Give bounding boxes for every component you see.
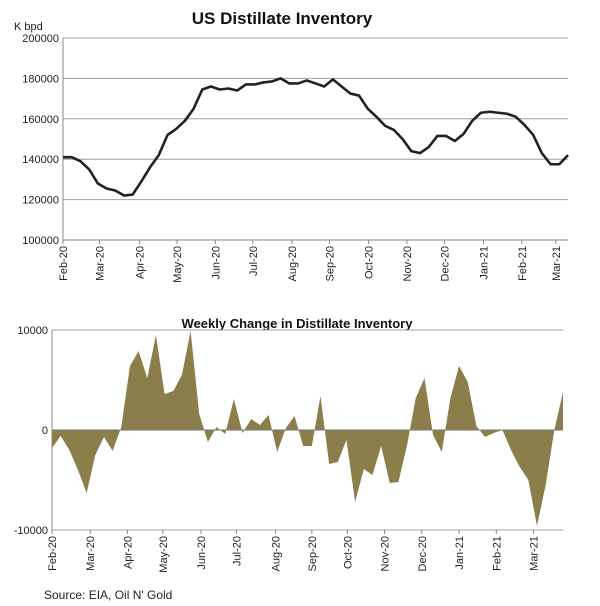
x-tick-label: Aug-20 [270, 536, 282, 571]
x-tick-label: May-20 [158, 536, 170, 573]
chart-title: US Distillate Inventory [192, 9, 373, 28]
y-axis-label: K bpd [14, 21, 43, 33]
y-tick-label: 10000 [17, 325, 48, 337]
series-line [63, 77, 569, 197]
y-tick-label: 180000 [22, 73, 59, 85]
x-tick-label: Sep-20 [307, 536, 319, 571]
y-tick-label: 140000 [22, 154, 59, 166]
area-fill [52, 331, 563, 526]
x-tick-label: Jan-21 [454, 536, 466, 570]
x-tick-label: Oct-20 [342, 536, 354, 569]
y-tick-label: 100000 [22, 235, 59, 247]
x-tick-label: Jan-21 [479, 246, 491, 280]
x-tick-label: Apr-20 [122, 536, 134, 569]
x-tick-label: May-20 [172, 246, 184, 283]
x-tick-label: Jul-20 [231, 536, 243, 566]
y-tick-label: 160000 [22, 114, 59, 126]
y-tick-label: 0 [42, 425, 48, 437]
x-tick-label: Jul-20 [248, 246, 260, 276]
x-tick-label: Nov-20 [402, 246, 414, 281]
x-tick-label: Mar-21 [529, 536, 541, 571]
y-tick-label: 120000 [22, 195, 59, 207]
x-tick-label: Dec-20 [417, 536, 429, 571]
x-tick-label: Sep-20 [324, 246, 336, 281]
x-tick-label: Jun-20 [196, 536, 208, 570]
x-tick-label: Apr-20 [135, 246, 147, 279]
y-tick-label: 200000 [22, 33, 59, 45]
x-tick-label: Feb-20 [47, 536, 59, 571]
x-tick-label: Oct-20 [364, 246, 376, 279]
x-tick-label: Feb-20 [58, 246, 70, 281]
x-tick-label: Dec-20 [439, 246, 451, 281]
x-tick-label: Nov-20 [380, 536, 392, 571]
x-tick-label: Feb-21 [517, 246, 529, 281]
x-tick-label: Mar-20 [85, 536, 97, 571]
x-tick-label: Aug-20 [287, 246, 299, 281]
chart-title: Weekly Change in Distillate Inventory [182, 316, 414, 331]
x-tick-label: Mar-21 [551, 246, 563, 281]
inventory-line-chart: US Distillate Inventory K bpd 100000 1200… [14, 9, 569, 283]
source-note: Source: EIA, Oil N' Gold [44, 588, 173, 602]
x-tick-label: Mar-20 [95, 246, 107, 281]
y-tick-label: -10000 [14, 525, 48, 537]
x-tick-label: Feb-21 [491, 536, 503, 571]
x-tick-label: Jun-20 [210, 246, 222, 280]
weekly-change-area-chart: Weekly Change in Distillate Inventory -1… [14, 316, 564, 573]
